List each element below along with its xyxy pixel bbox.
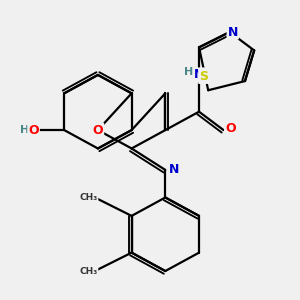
Text: N: N (227, 26, 238, 38)
Text: N: N (194, 68, 204, 81)
Text: S: S (199, 70, 208, 83)
Text: O: O (93, 124, 103, 136)
Text: H: H (184, 67, 193, 77)
Text: O: O (28, 124, 39, 136)
Text: CH₃: CH₃ (80, 266, 98, 275)
Text: N: N (169, 164, 179, 176)
Text: O: O (225, 122, 236, 135)
Text: CH₃: CH₃ (80, 193, 98, 202)
Text: H: H (20, 125, 30, 135)
